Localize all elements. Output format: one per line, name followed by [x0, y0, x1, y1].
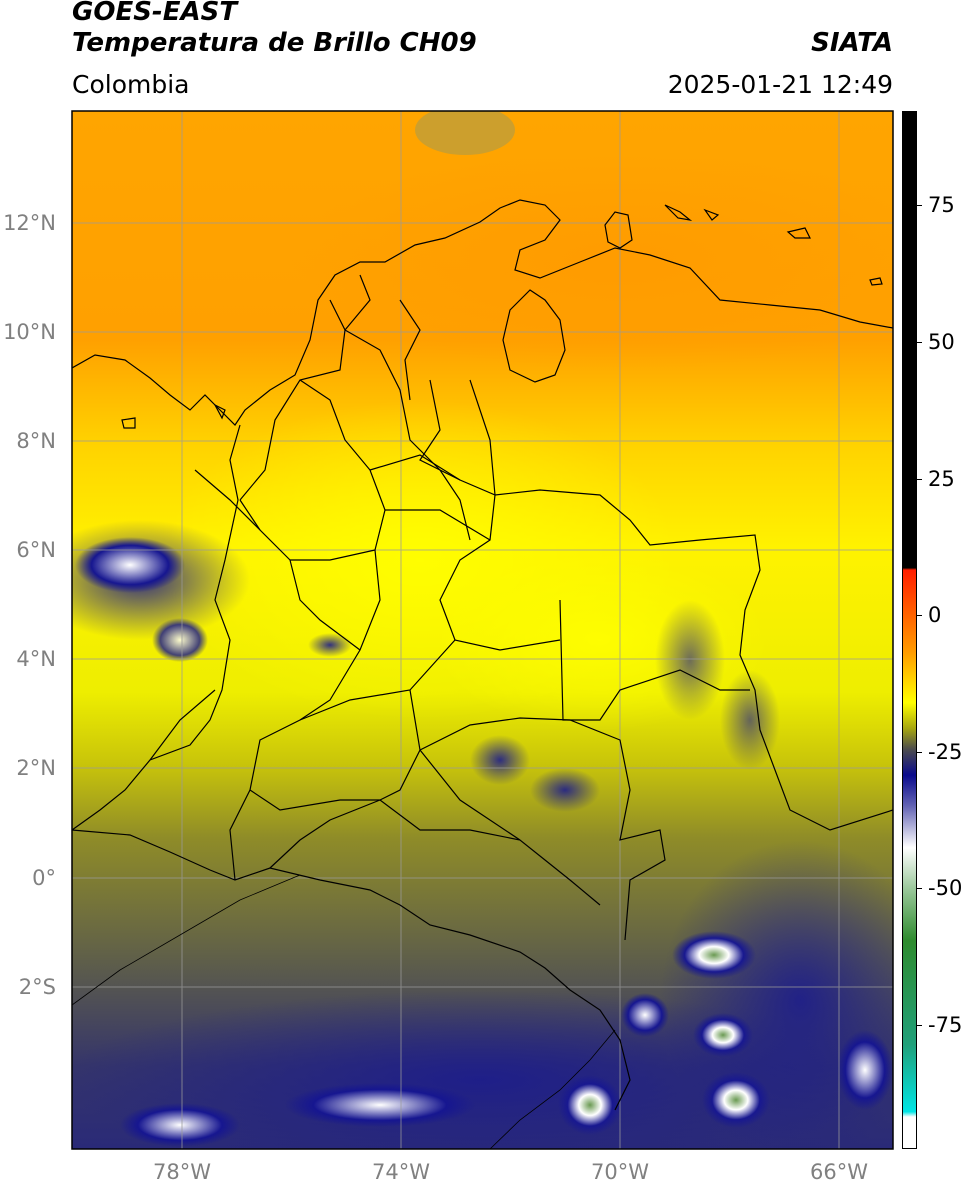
lat-label-6n: 6°N	[16, 538, 56, 562]
colorbar-tick	[917, 479, 922, 480]
graticule	[72, 111, 893, 1149]
colorbar-tick	[917, 205, 922, 206]
product-title: Temperatura de Brillo CH09	[72, 28, 477, 58]
colorbar-tick	[917, 342, 922, 343]
colorbar-label-75: 75	[928, 193, 955, 217]
lat-label-2n: 2°N	[16, 756, 56, 780]
colorbar-label-50: 50	[928, 330, 955, 354]
lat-label-2s: 2°S	[18, 975, 56, 999]
lat-label-8n: 8°N	[16, 429, 56, 453]
temperature-field	[72, 111, 893, 1149]
lat-label-4n: 4°N	[16, 647, 56, 671]
colorbar-label-minus75: -75	[928, 1013, 963, 1037]
lat-label-12n: 12°N	[3, 211, 56, 235]
lon-label-70w: 70°W	[591, 1160, 649, 1184]
lon-label-66w: 66°W	[810, 1160, 868, 1184]
lat-label-10n: 10°N	[3, 320, 56, 344]
timestamp-label: 2025-01-21 12:49	[667, 70, 893, 99]
colorbar-tick	[917, 1025, 922, 1026]
colorbar-tick	[917, 615, 922, 616]
colorbar-label-25: 25	[928, 467, 955, 491]
satellite-title: GOES-EAST	[72, 0, 238, 27]
brand-label: SIATA	[811, 28, 893, 58]
lon-label-74w: 74°W	[372, 1160, 430, 1184]
colorbar-tick	[917, 752, 922, 753]
colorbar	[902, 111, 917, 1149]
region-label: Colombia	[72, 70, 190, 99]
boundaries	[72, 199, 893, 1149]
colorbar-tick	[917, 888, 922, 889]
map-frame	[71, 110, 894, 1150]
colorbar-label-minus50: -50	[928, 876, 963, 900]
lat-label-0: 0°	[32, 866, 56, 890]
colorbar-label-minus25: -25	[928, 740, 963, 764]
colorbar-label-0: 0	[928, 603, 942, 627]
lon-label-78w: 78°W	[153, 1160, 211, 1184]
